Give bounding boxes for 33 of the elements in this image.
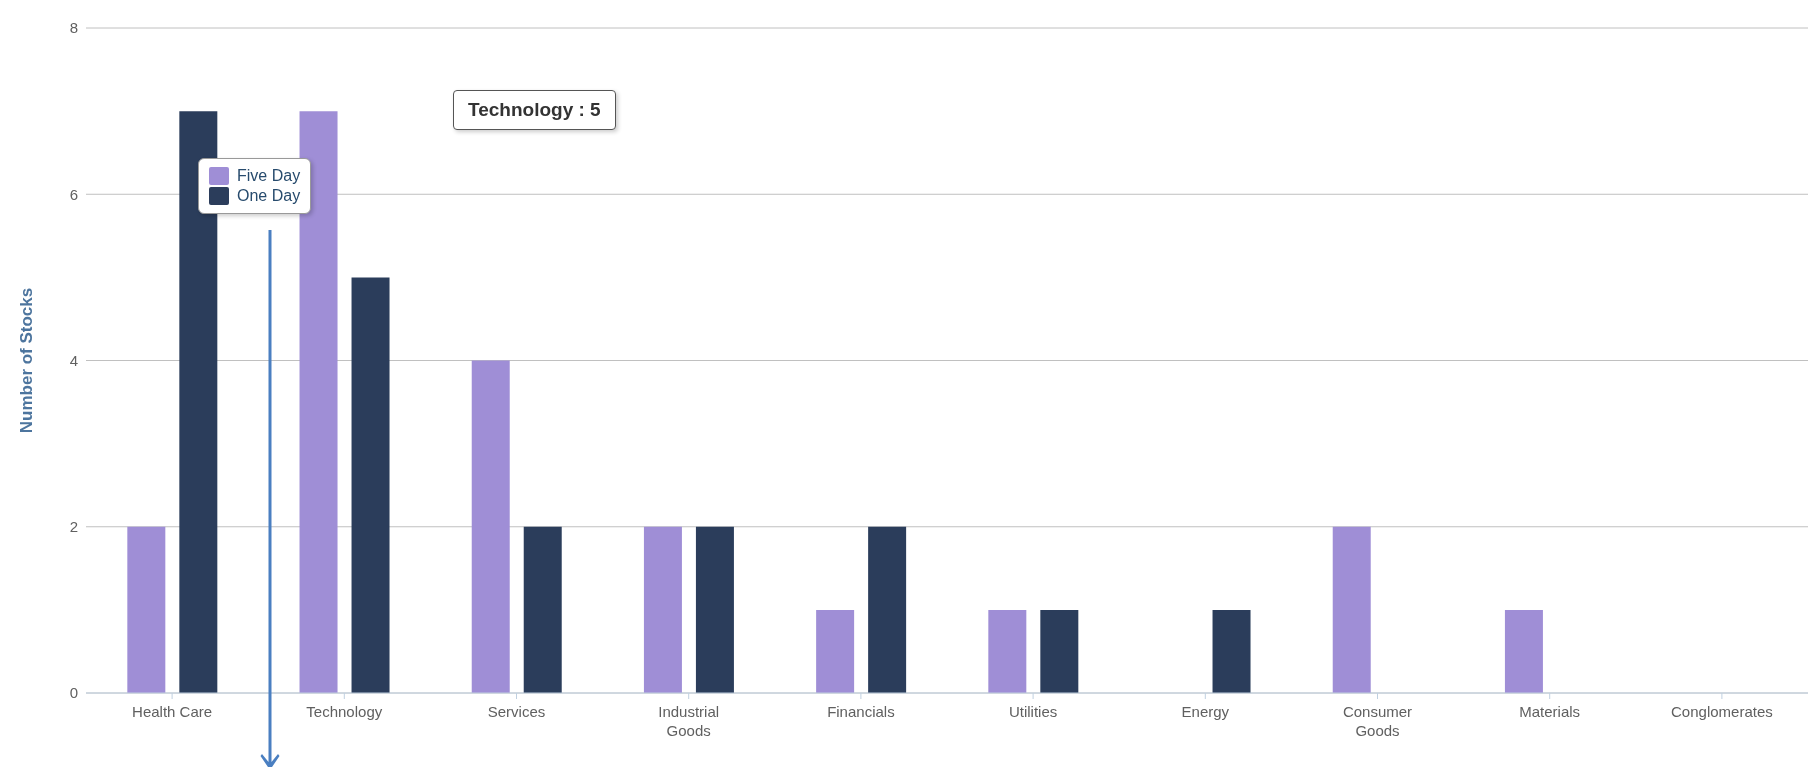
bar [351,277,390,693]
bar [299,111,338,693]
x-tick-label: Utilities [1008,703,1058,720]
bar [643,526,682,693]
x-tick-label: Materials [1519,703,1581,720]
bar [127,526,166,693]
bar [1212,609,1251,693]
bar [471,360,510,693]
y-axis-title: Number of Stocks [17,287,37,434]
bar [816,609,855,693]
x-tick-label: Services [487,703,546,720]
x-tick-label: Energy [1181,703,1230,720]
bar [1504,609,1543,693]
x-tick-label: Financials [827,703,895,720]
bar [523,526,562,693]
bar [868,526,907,693]
legend-label: One Day [237,187,301,205]
x-tick-label: Consumer Goods [1342,703,1413,739]
y-tick-label: 8 [69,19,78,37]
legend-label: Five Day [237,167,301,185]
y-tick-label: 2 [69,518,78,536]
y-tick-label: 0 [69,684,78,702]
bar [1332,526,1371,693]
x-tick-label: Technology [306,703,383,720]
x-tick-label: Conglomerates [1671,703,1773,720]
y-tick-label: 6 [69,185,78,203]
bar [1040,609,1079,693]
x-tick-label: Industrial Goods [658,703,720,739]
bar [988,609,1027,693]
x-tick-label: Health Care [132,703,213,720]
y-tick-label: 4 [69,351,78,369]
bar [695,526,734,693]
annotation: Technology : 5 [453,90,616,130]
